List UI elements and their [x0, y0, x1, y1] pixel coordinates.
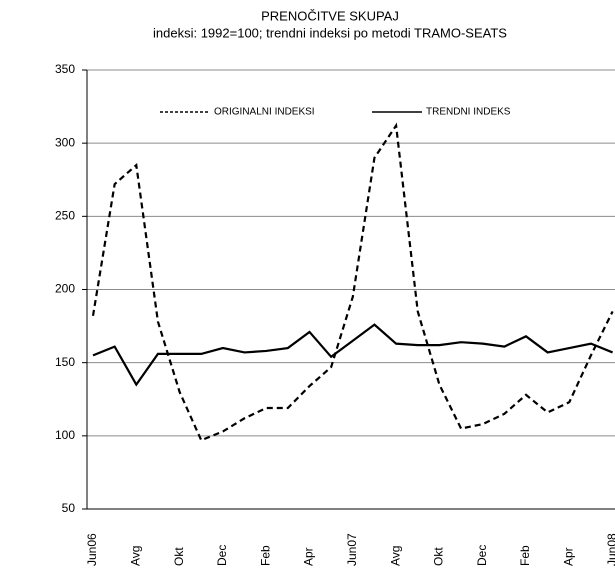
series-line	[91, 122, 614, 442]
y-tick-label: 100	[55, 428, 75, 442]
x-tick-label: Dec	[475, 545, 489, 566]
x-tick-label: Avg	[128, 546, 142, 566]
y-tick-label: 350	[55, 62, 75, 76]
y-tick-label: 150	[55, 355, 75, 369]
y-tick-label: 200	[55, 282, 75, 296]
x-tick-label: Apr	[561, 547, 575, 566]
y-tick-label: 250	[55, 209, 75, 223]
x-tick-label: Feb	[258, 545, 272, 566]
x-tick-label: Dec	[215, 545, 229, 566]
legend-label: ORIGINALNI INDEKSI	[214, 107, 315, 118]
y-tick-label: 50	[62, 501, 76, 515]
x-tick-label: Apr	[302, 547, 316, 566]
x-tick-label: Avg	[388, 546, 402, 566]
chart-subtitle: indeksi: 1992=100; trendni indeksi po me…	[153, 25, 507, 40]
x-tick-label: Okt	[172, 547, 186, 566]
series-line	[92, 323, 614, 387]
x-tick-label: Feb	[518, 545, 532, 566]
x-tick-label: Jun07	[345, 533, 359, 566]
x-tick-label: Jun06	[85, 533, 99, 566]
x-tick-label: Okt	[432, 547, 446, 566]
x-tick-label: Jun08	[605, 533, 615, 566]
legend-label: TRENDNI INDEKS	[426, 107, 511, 118]
chart-title: PRENOČITVE SKUPAJ	[261, 8, 399, 23]
y-tick-label: 300	[55, 135, 75, 149]
